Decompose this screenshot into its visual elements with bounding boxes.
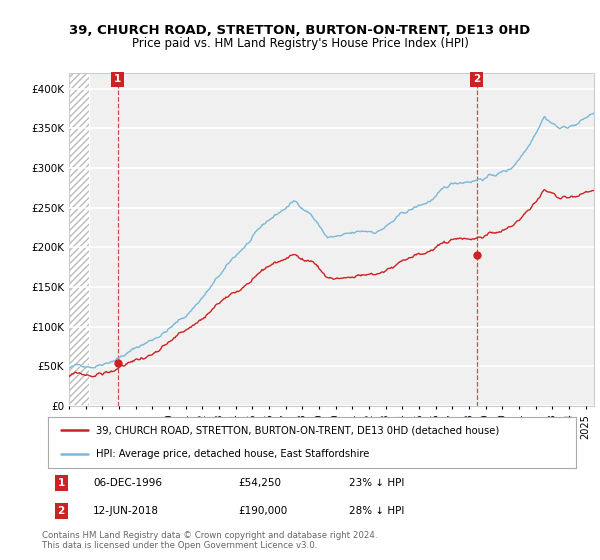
Text: 23% ↓ HPI: 23% ↓ HPI: [349, 478, 404, 488]
Text: 39, CHURCH ROAD, STRETTON, BURTON-ON-TRENT, DE13 0HD: 39, CHURCH ROAD, STRETTON, BURTON-ON-TRE…: [70, 24, 530, 36]
Text: 1: 1: [58, 478, 65, 488]
Text: HPI: Average price, detached house, East Staffordshire: HPI: Average price, detached house, East…: [95, 450, 369, 460]
Bar: [69, 73, 89, 406]
Text: 1: 1: [114, 74, 121, 85]
Text: 2: 2: [58, 506, 65, 516]
Text: 28% ↓ HPI: 28% ↓ HPI: [349, 506, 404, 516]
Text: Price paid vs. HM Land Registry's House Price Index (HPI): Price paid vs. HM Land Registry's House …: [131, 37, 469, 50]
Text: Contains HM Land Registry data © Crown copyright and database right 2024.
This d: Contains HM Land Registry data © Crown c…: [42, 531, 377, 550]
Text: £54,250: £54,250: [238, 478, 281, 488]
Text: 12-JUN-2018: 12-JUN-2018: [93, 506, 159, 516]
Text: 06-DEC-1996: 06-DEC-1996: [93, 478, 162, 488]
Text: 2: 2: [473, 74, 480, 85]
Text: 39, CHURCH ROAD, STRETTON, BURTON-ON-TRENT, DE13 0HD (detached house): 39, CHURCH ROAD, STRETTON, BURTON-ON-TRE…: [95, 425, 499, 435]
Text: £190,000: £190,000: [238, 506, 287, 516]
Bar: [69, 73, 89, 406]
